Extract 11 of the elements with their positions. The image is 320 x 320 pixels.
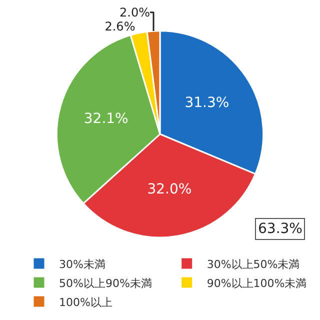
data-label: 31.3%	[184, 94, 230, 111]
data-label: 2.6%	[104, 19, 136, 34]
text: 63.3%	[258, 221, 302, 237]
legend-label: 100%以上	[59, 296, 112, 309]
data-label: 32.1%	[84, 111, 128, 128]
legend-label: 30%以上50%未満	[206, 258, 300, 271]
legend-label: 30%未満	[59, 258, 106, 271]
data-label: 2.0%	[120, 5, 150, 20]
data-label: 32.0%	[147, 181, 192, 198]
legend-label: 50%以上90%未満	[59, 276, 152, 290]
legend-label: 90%以上100%未満	[206, 276, 307, 290]
